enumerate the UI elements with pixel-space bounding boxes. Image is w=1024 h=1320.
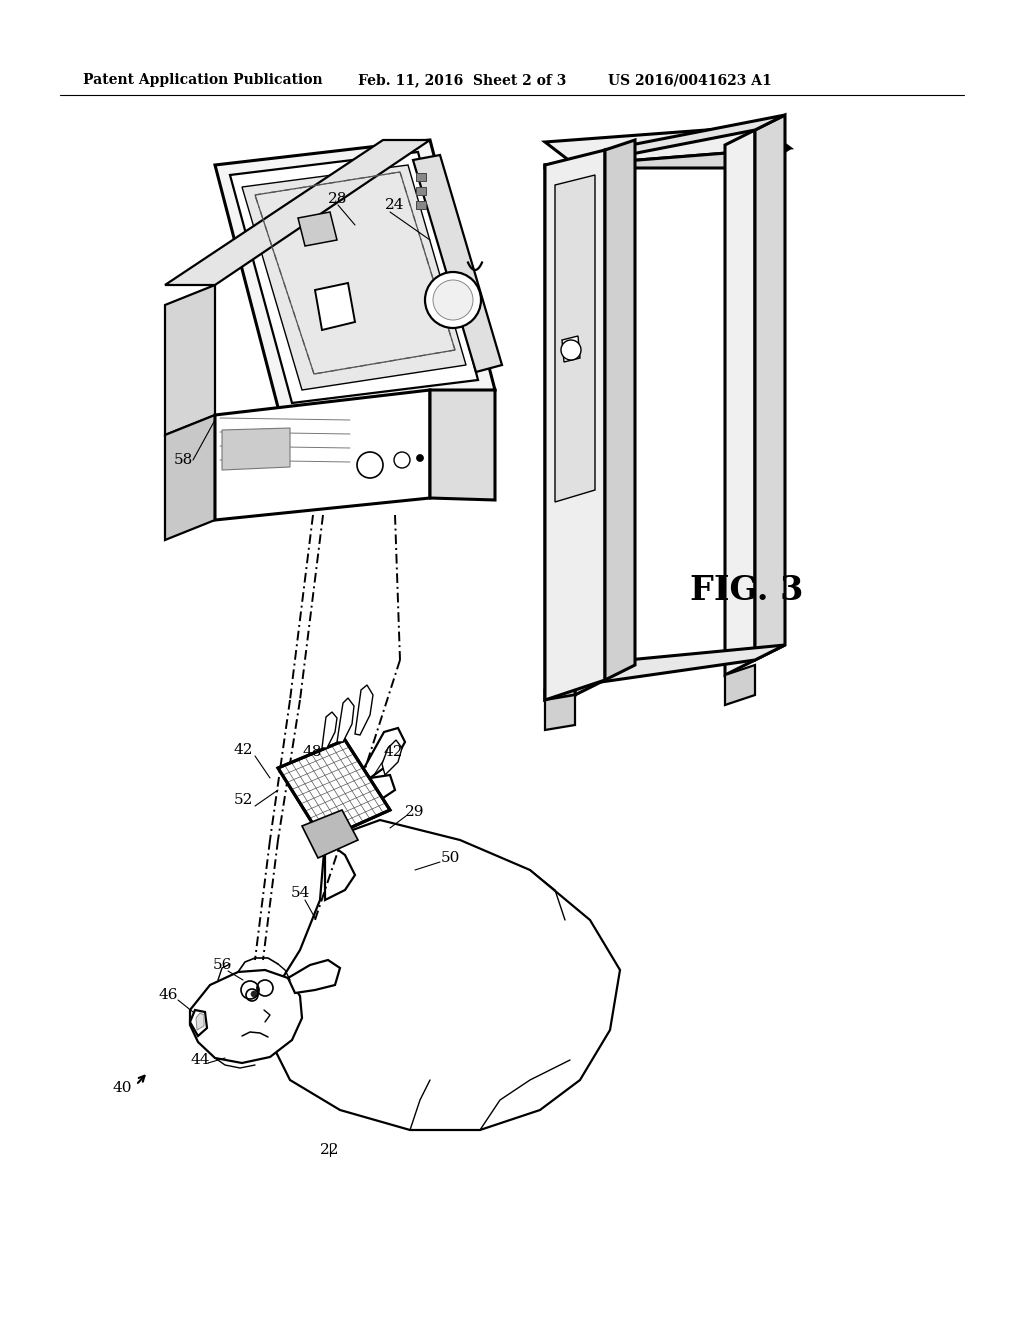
- Polygon shape: [222, 428, 290, 470]
- Polygon shape: [318, 775, 395, 840]
- Text: FIG. 3: FIG. 3: [690, 573, 804, 606]
- Polygon shape: [215, 140, 495, 414]
- Text: 42: 42: [233, 743, 253, 756]
- Polygon shape: [545, 125, 790, 165]
- Polygon shape: [190, 1010, 207, 1036]
- Polygon shape: [755, 115, 785, 660]
- Text: 52: 52: [233, 793, 253, 807]
- Polygon shape: [337, 698, 354, 742]
- Polygon shape: [545, 148, 790, 168]
- Polygon shape: [190, 970, 302, 1063]
- Text: Patent Application Publication: Patent Application Publication: [83, 73, 323, 87]
- Polygon shape: [215, 389, 430, 520]
- Text: Feb. 11, 2016  Sheet 2 of 3: Feb. 11, 2016 Sheet 2 of 3: [358, 73, 566, 87]
- Polygon shape: [278, 741, 390, 840]
- Polygon shape: [725, 129, 755, 675]
- Text: 44: 44: [190, 1053, 210, 1067]
- Polygon shape: [430, 389, 495, 500]
- Text: 42: 42: [383, 744, 402, 759]
- Polygon shape: [416, 187, 426, 195]
- Polygon shape: [382, 741, 402, 775]
- Text: 40: 40: [113, 1081, 132, 1096]
- Polygon shape: [605, 140, 635, 680]
- Text: 50: 50: [440, 851, 460, 865]
- Polygon shape: [165, 140, 430, 285]
- Polygon shape: [545, 680, 575, 700]
- Polygon shape: [270, 820, 620, 1130]
- Text: 56: 56: [212, 958, 231, 972]
- Polygon shape: [575, 150, 605, 696]
- Polygon shape: [242, 165, 466, 389]
- Polygon shape: [325, 840, 355, 900]
- Polygon shape: [315, 282, 355, 330]
- Polygon shape: [545, 696, 575, 730]
- Circle shape: [561, 341, 581, 360]
- Text: US 2016/0041623 A1: US 2016/0041623 A1: [608, 73, 772, 87]
- Text: 24: 24: [385, 198, 404, 213]
- Circle shape: [417, 454, 424, 462]
- Polygon shape: [555, 176, 595, 502]
- Polygon shape: [416, 201, 426, 209]
- Polygon shape: [302, 810, 358, 858]
- Text: 28: 28: [329, 191, 348, 206]
- Text: 46: 46: [159, 987, 178, 1002]
- Polygon shape: [230, 152, 478, 403]
- Polygon shape: [545, 150, 605, 700]
- Polygon shape: [725, 665, 755, 705]
- Text: 54: 54: [291, 886, 309, 900]
- Polygon shape: [165, 285, 215, 436]
- Polygon shape: [298, 213, 337, 246]
- Polygon shape: [362, 729, 406, 777]
- Polygon shape: [165, 414, 215, 540]
- Circle shape: [246, 989, 258, 1001]
- Polygon shape: [413, 154, 502, 372]
- Polygon shape: [355, 685, 373, 735]
- Polygon shape: [545, 645, 785, 690]
- Polygon shape: [575, 115, 785, 165]
- Circle shape: [251, 991, 257, 997]
- Polygon shape: [416, 173, 426, 181]
- Text: 48: 48: [302, 744, 322, 759]
- Text: 29: 29: [406, 805, 425, 818]
- Polygon shape: [322, 711, 337, 748]
- Polygon shape: [562, 337, 580, 362]
- Circle shape: [357, 451, 383, 478]
- Polygon shape: [545, 165, 575, 700]
- Polygon shape: [196, 1012, 204, 1030]
- Text: 58: 58: [173, 453, 193, 467]
- Circle shape: [433, 280, 473, 319]
- Circle shape: [394, 451, 410, 469]
- Polygon shape: [288, 960, 340, 993]
- Text: 22: 22: [321, 1143, 340, 1158]
- Circle shape: [425, 272, 481, 327]
